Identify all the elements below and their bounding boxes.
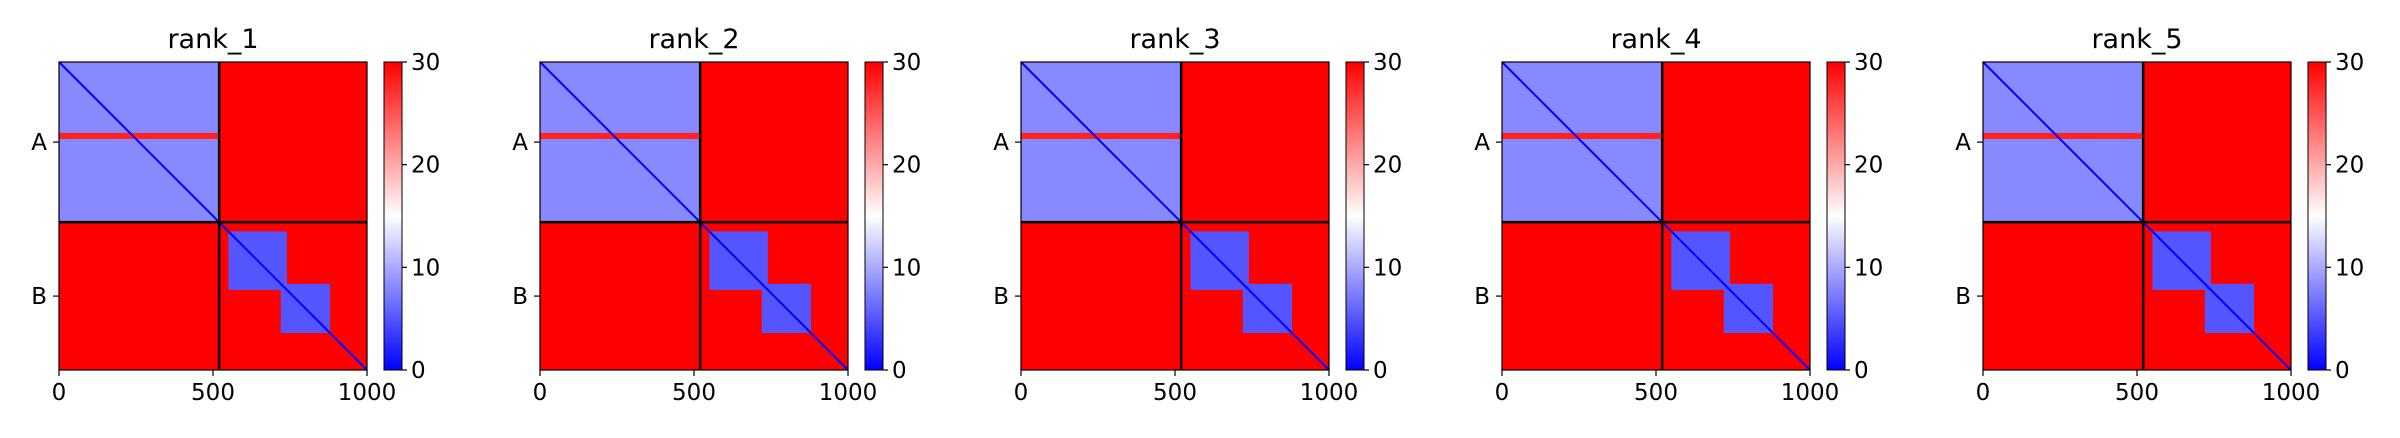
heatmap-block [219,62,367,223]
colorbar-tick-label: 0 [411,358,426,384]
colorbar-tick-label: 30 [411,50,440,76]
x-tick-label: 500 [672,380,716,406]
heatmap-stripe [59,132,220,139]
colorbar-tick-label: 30 [2335,50,2364,76]
heatmap-block [540,222,701,370]
x-tick-label: 1000 [338,380,397,406]
x-tick-label: 500 [1153,380,1197,406]
colorbar-tick-label: 30 [892,50,921,76]
colorbar-tick-label: 10 [1854,255,1883,281]
colorbar-tick-label: 10 [1373,255,1402,281]
x-tick-label: 0 [1495,380,1510,406]
x-tick-label: 1000 [2262,380,2321,406]
heatmap-diagonal [539,61,849,371]
heatmap-block [1983,222,2144,370]
colorbar-tick-label: 0 [892,358,907,384]
heatmap-block [1181,62,1329,223]
heatmap-diagonal [58,61,368,371]
colorbar-tick-label: 10 [411,255,440,281]
panel-title: rank_5 [2091,24,2182,55]
x-tick-label: 0 [533,380,548,406]
colorbar-tick-label: 20 [1373,153,1402,179]
colorbar-tick-label: 0 [1854,358,1869,384]
panel-title: rank_3 [1129,24,1220,55]
colorbar-tick-label: 20 [1854,153,1883,179]
colorbar-tick-label: 10 [2335,255,2364,281]
heatmap-panel-2: rank_2 0 500 1000 A B 0 10 20 30 [512,24,921,406]
heatmap-block [1502,222,1663,370]
heatmap-panel-4: rank_4 0 500 1000 A B 0 10 20 30 [1474,24,1883,406]
x-tick-label: 0 [1014,380,1029,406]
heatmap-panel-1: rank_1 0 500 1000 A B 0 10 20 30 [31,24,440,406]
panel-title: rank_1 [167,24,258,55]
colorbar-tick-label: 20 [411,153,440,179]
heatmap-diagonal [1501,61,1811,371]
x-tick-label: 1000 [819,380,878,406]
y-tick-label: B [993,284,1009,310]
heatmap-block [700,62,848,223]
heatmap-block [1662,62,1810,223]
colorbar [383,61,403,371]
y-tick-label: A [1474,130,1490,156]
colorbar-tick-label: 0 [2335,358,2350,384]
panel-title: rank_4 [1610,24,1701,55]
y-tick-label: B [1955,284,1971,310]
y-tick-label: A [1955,130,1971,156]
heatmap-diagonal [1020,61,1330,371]
heatmap-panel-5: rank_5 0 500 1000 A B 0 10 20 30 [1955,24,2364,406]
y-tick-label: B [512,284,528,310]
heatmap-block [1021,222,1182,370]
y-tick-label: B [1474,284,1490,310]
colorbar-tick-label: 30 [1854,50,1883,76]
heatmap-block [59,222,220,370]
y-tick-label: A [512,130,528,156]
y-tick-label: B [31,284,47,310]
heatmap-panel-3: rank_3 0 500 1000 A B 0 10 20 30 [993,24,1402,406]
colorbar-tick-label: 10 [892,255,921,281]
colorbar-tick-label: 20 [892,153,921,179]
colorbar [1345,61,1365,371]
colorbar-tick-label: 0 [1373,358,1388,384]
panel-title: rank_2 [648,24,739,55]
x-tick-label: 500 [191,380,235,406]
colorbar-tick-label: 30 [1373,50,1402,76]
x-tick-label: 0 [1976,380,1991,406]
x-tick-label: 1000 [1300,380,1359,406]
heatmap-stripe [1021,132,1182,139]
colorbar-tick-label: 20 [2335,153,2364,179]
colorbar [2307,61,2327,371]
x-tick-label: 1000 [1781,380,1840,406]
y-tick-label: A [31,130,47,156]
x-tick-label: 500 [2115,380,2159,406]
y-tick-label: A [993,130,1009,156]
colorbar [1826,61,1846,371]
heatmap-block [2143,62,2291,223]
colorbar [864,61,884,371]
heatmap-stripe [540,132,701,139]
x-tick-label: 0 [52,380,67,406]
heatmap-stripe [1502,132,1663,139]
heatmap-diagonal [1982,61,2292,371]
x-tick-label: 500 [1634,380,1678,406]
heatmap-stripe [1983,132,2144,139]
